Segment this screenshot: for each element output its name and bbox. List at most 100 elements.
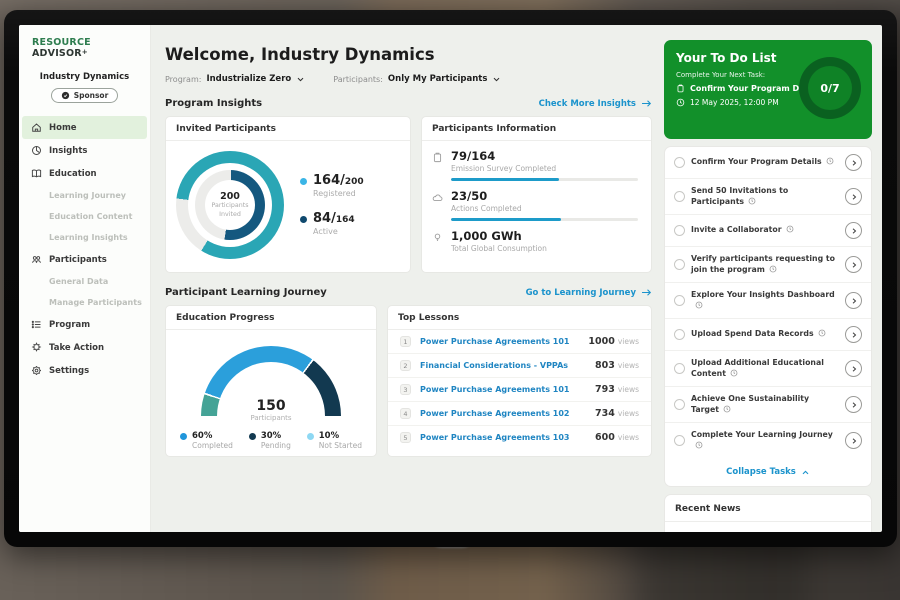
legend-pct: 30%	[260, 431, 282, 441]
learning-journey-header-row: Participant Learning Journey Go to Learn…	[165, 287, 652, 298]
task-open-button[interactable]	[845, 188, 862, 206]
sidebar-item-manage-participants[interactable]: Manage Participants	[19, 292, 150, 313]
lesson-link[interactable]: Power Purchase Agreements 102	[420, 409, 570, 418]
program-filter-value: Industrialize Zero	[206, 74, 292, 84]
legend-dot	[300, 216, 307, 223]
task-open-button[interactable]	[845, 222, 862, 240]
task-open-button[interactable]	[845, 256, 862, 274]
sidebar-item-label: Home	[49, 122, 77, 133]
education-progress-gauge-chart: 150 Participants	[196, 346, 346, 422]
task-row[interactable]: Upload Additional Educational Content	[665, 351, 871, 388]
sidebar-menu: Home Insights Education Learning Journey…	[19, 116, 150, 382]
views-suffix: views	[617, 409, 639, 418]
sidebar-item-learning-insights[interactable]: Learning Insights	[19, 227, 150, 248]
chevron-right-icon	[852, 402, 856, 408]
task-checkbox[interactable]	[674, 191, 685, 203]
sidebar-item-insights[interactable]: Insights	[19, 139, 150, 162]
sidebar: RESOURCE ADVISOR+ Industry Dynamics Spon…	[19, 25, 151, 532]
sidebar-item-education[interactable]: Education	[19, 162, 150, 185]
legend-dot	[300, 178, 307, 186]
logo-word-advisor: ADVISOR	[32, 48, 82, 59]
task-checkbox[interactable]	[674, 399, 685, 411]
sidebar-item-education-content[interactable]: Education Content	[19, 206, 150, 227]
app-logo[interactable]: RESOURCE ADVISOR+	[19, 37, 150, 59]
task-row[interactable]: Upload Spend Data Records	[665, 319, 871, 352]
task-label: Confirm Your Program Details	[691, 157, 839, 168]
cloud-icon	[432, 190, 444, 221]
stat-label: Total Global Consumption	[451, 243, 547, 253]
task-checkbox[interactable]	[674, 157, 685, 168]
lesson-link[interactable]: Power Purchase Agreements 103	[420, 433, 570, 442]
sponsor-badge[interactable]: Sponsor	[50, 88, 119, 103]
lesson-views: 1000	[588, 336, 615, 347]
clock-icon	[723, 405, 731, 413]
legend-pct: 10%	[318, 431, 340, 441]
task-open-button[interactable]	[845, 292, 862, 310]
lesson-link[interactable]: Financial Considerations - VPPAs	[420, 361, 569, 370]
task-open-button[interactable]	[845, 326, 862, 344]
task-label: Send 50 Invitations to Participants	[691, 186, 789, 206]
donut-cover	[205, 180, 255, 230]
registered-value: 164/200	[313, 173, 364, 189]
task-checkbox[interactable]	[674, 363, 685, 375]
task-checkbox[interactable]	[674, 435, 685, 447]
task-open-button[interactable]	[845, 360, 862, 378]
learning-journey-heading: Participant Learning Journey	[165, 287, 327, 298]
task-row[interactable]: Achieve One Sustainability Target	[665, 387, 871, 424]
task-checkbox[interactable]	[674, 259, 685, 271]
recent-news-title: Recent News	[665, 495, 871, 523]
todo-progress-count: 0/7	[820, 81, 840, 95]
task-row[interactable]: Explore Your Insights Dashboard	[665, 283, 871, 320]
chevron-right-icon	[852, 193, 856, 200]
take-action-icon	[31, 342, 42, 352]
check-more-insights-link[interactable]: Check More Insights	[539, 99, 652, 109]
participants-filter[interactable]: Participants: Only My Participants	[333, 74, 501, 84]
progress-track	[451, 217, 638, 222]
program-filter[interactable]: Program: Industrialize Zero	[165, 74, 305, 84]
program-insights-heading: Program Insights	[165, 98, 263, 109]
task-row[interactable]: Complete Your Learning Journey	[665, 423, 871, 458]
collapse-tasks-link[interactable]: Collapse Tasks	[665, 458, 871, 486]
education-book-icon	[31, 169, 42, 178]
legend-dot	[248, 433, 256, 440]
lesson-link[interactable]: Power Purchase Agreements 101	[420, 385, 570, 394]
invited-participants-donut-chart: 200 Participants Invited	[176, 151, 284, 259]
progress-fill	[451, 217, 562, 222]
task-row[interactable]: Invite a Collaborator	[665, 215, 871, 248]
sponsor-label: Sponsor	[73, 91, 109, 100]
task-checkbox[interactable]	[674, 225, 685, 237]
organization-name: Industry Dynamics	[39, 72, 130, 82]
lesson-rank: 3	[400, 384, 411, 395]
sidebar-item-settings[interactable]: Settings	[19, 359, 150, 382]
page-title: Welcome, Industry Dynamics	[165, 45, 435, 64]
collapse-tasks-label: Collapse Tasks	[726, 467, 796, 478]
sidebar-item-home[interactable]: Home	[22, 116, 147, 139]
stat-emission-survey: 79/164 Emission Survey Completed	[432, 150, 638, 182]
education-progress-card: Education Progress 150 Participants	[165, 305, 377, 457]
task-open-button[interactable]	[845, 432, 862, 450]
sidebar-item-take-action[interactable]: Take Action	[19, 336, 150, 359]
sidebar-item-learning-journey[interactable]: Learning Journey	[19, 185, 150, 206]
task-label: Invite a Collaborator	[691, 225, 839, 236]
lightbulb-icon	[432, 230, 444, 253]
lesson-link[interactable]: Power Purchase Agreements 101	[420, 337, 570, 346]
clock-icon	[695, 441, 703, 449]
sidebar-item-general-data[interactable]: General Data	[19, 271, 150, 292]
sidebar-item-program[interactable]: Program	[19, 313, 150, 336]
chevron-right-icon	[852, 365, 856, 372]
task-checkbox[interactable]	[674, 295, 685, 307]
go-to-learning-journey-link[interactable]: Go to Learning Journey	[526, 288, 652, 298]
lesson-rank: 2	[400, 360, 411, 371]
task-checkbox[interactable]	[674, 329, 685, 341]
lesson-row: 2 Financial Considerations - VPPAs 803 vi…	[388, 354, 651, 378]
sidebar-item-label: Program	[49, 319, 91, 330]
task-open-button[interactable]	[845, 154, 862, 171]
task-open-button[interactable]	[845, 396, 862, 414]
task-row[interactable]: Verify participants requesting to join t…	[665, 247, 871, 284]
sidebar-item-participants[interactable]: Participants	[19, 248, 150, 271]
sidebar-subitem-label: Learning Insights	[49, 233, 128, 242]
task-row[interactable]: Confirm Your Program Details	[665, 147, 871, 179]
task-row[interactable]: Send 50 Invitations to Participants	[665, 179, 871, 216]
chevron-right-icon	[852, 261, 856, 268]
